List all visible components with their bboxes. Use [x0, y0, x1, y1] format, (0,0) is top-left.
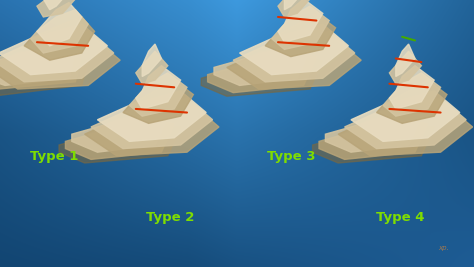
Polygon shape	[376, 80, 447, 123]
Text: Type 1: Type 1	[30, 150, 79, 163]
Text: Type 3: Type 3	[267, 150, 316, 163]
Polygon shape	[136, 51, 168, 84]
Polygon shape	[0, 31, 114, 82]
Polygon shape	[390, 66, 434, 109]
Polygon shape	[123, 80, 193, 123]
Polygon shape	[0, 57, 88, 96]
Polygon shape	[129, 73, 187, 116]
Polygon shape	[24, 17, 94, 60]
Text: Type 4: Type 4	[376, 211, 425, 224]
Polygon shape	[65, 120, 174, 159]
Polygon shape	[278, 0, 310, 17]
Polygon shape	[345, 98, 466, 148]
Polygon shape	[227, 38, 361, 89]
Polygon shape	[72, 113, 168, 152]
Text: Type 2: Type 2	[146, 211, 195, 224]
Polygon shape	[136, 66, 181, 109]
Polygon shape	[84, 105, 219, 156]
Polygon shape	[214, 46, 310, 85]
Polygon shape	[383, 73, 440, 116]
Polygon shape	[0, 38, 120, 89]
Polygon shape	[37, 0, 75, 17]
Polygon shape	[239, 24, 348, 74]
Polygon shape	[278, 0, 323, 42]
Polygon shape	[31, 10, 88, 53]
Polygon shape	[390, 51, 421, 84]
Polygon shape	[0, 46, 75, 85]
Polygon shape	[351, 91, 460, 142]
Polygon shape	[142, 44, 161, 76]
Polygon shape	[201, 57, 323, 96]
Polygon shape	[338, 105, 473, 156]
Polygon shape	[233, 31, 355, 82]
Polygon shape	[59, 123, 181, 163]
Polygon shape	[284, 0, 303, 10]
Polygon shape	[265, 13, 336, 57]
Polygon shape	[319, 120, 428, 159]
Polygon shape	[91, 98, 212, 148]
Polygon shape	[0, 24, 107, 74]
Polygon shape	[272, 6, 329, 49]
Polygon shape	[97, 91, 206, 142]
Text: xp.: xp.	[438, 245, 448, 251]
Polygon shape	[0, 49, 82, 89]
Polygon shape	[44, 0, 69, 10]
Polygon shape	[325, 113, 421, 152]
Polygon shape	[37, 2, 82, 46]
Polygon shape	[208, 53, 316, 93]
Polygon shape	[396, 44, 415, 76]
Polygon shape	[313, 123, 434, 163]
